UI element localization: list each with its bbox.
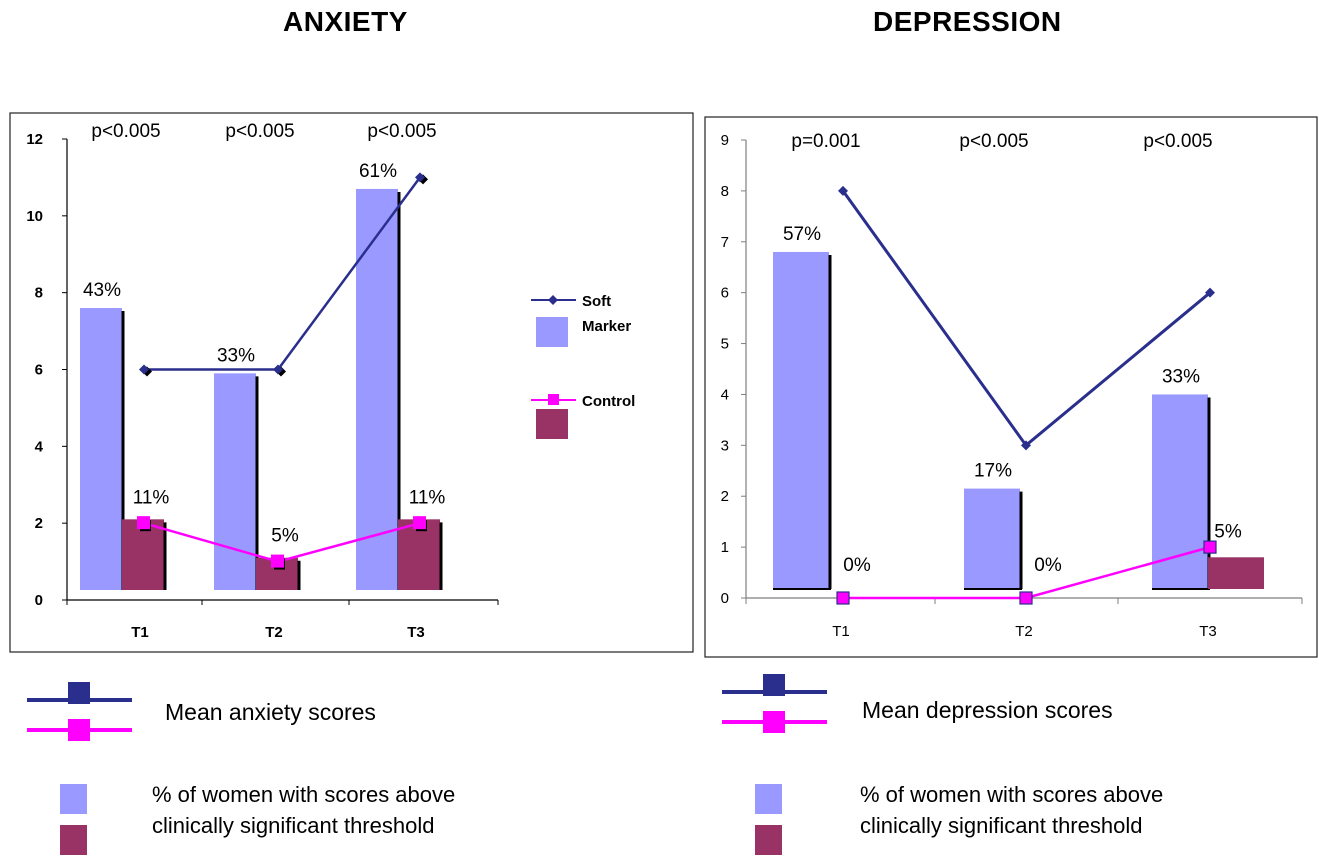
depression-soft-marker-bar-label: 33% xyxy=(1162,366,1200,387)
anxiety-y-tick-label: 2 xyxy=(35,515,43,532)
anxiety-y-tick-label: 4 xyxy=(35,438,44,455)
depression-soft-marker-point xyxy=(1205,287,1215,298)
anxiety-line-legend-label: Mean anxiety scores xyxy=(165,699,376,725)
depression-soft-marker-bar-label: 57% xyxy=(783,224,821,245)
depression-y-tick-label: 0 xyxy=(721,590,729,607)
depression-soft-marker-point xyxy=(838,185,848,196)
anxiety-soft-marker-point xyxy=(273,364,283,375)
depression-soft-marker-bar-label: 17% xyxy=(974,461,1012,482)
depression-y-tick-label: 9 xyxy=(721,132,729,149)
anxiety-p-value: p<0.005 xyxy=(91,121,160,142)
depression-chart-title: DEPRESSION xyxy=(873,6,1062,37)
depression-x-tick-label: T1 xyxy=(832,623,850,640)
anxiety-x-tick-label: T2 xyxy=(265,624,283,641)
depression-p-value: p<0.005 xyxy=(959,131,1028,152)
anxiety-soft-marker-bar-label: 43% xyxy=(83,280,121,301)
depression-y-tick-label: 2 xyxy=(721,488,729,505)
anxiety-p-value: p<0.005 xyxy=(367,121,436,142)
anxiety-soft-marker-bar xyxy=(214,373,256,590)
anxiety-soft-marker-point xyxy=(415,172,425,183)
depression-control-point xyxy=(1203,540,1217,554)
depression-bar-legend-label-line2: clinically significant threshold xyxy=(860,813,1143,838)
anxiety-y-tick-label: 0 xyxy=(35,592,43,609)
depression-soft-marker-bar xyxy=(964,488,1020,589)
anxiety-legend-control-marker xyxy=(548,394,559,405)
anxiety-bar-legend-label-line2: clinically significant threshold xyxy=(152,813,435,838)
depression-y-tick-label: 8 xyxy=(721,183,729,200)
anxiety-control-bar-label: 11% xyxy=(133,487,170,508)
anxiety-p-value: p<0.005 xyxy=(225,121,294,142)
anxiety-x-tick-label: T3 xyxy=(407,624,425,641)
anxiety-chart: 0 2 4 6 8 10 12 T1 T2 T3 p<0.005 p<0.005 p<0.005 43% 1… xyxy=(9,112,694,653)
anxiety-control-point xyxy=(413,516,426,530)
depression-legend-mean-marker-icon xyxy=(763,674,785,696)
depression-p-value: p<0.005 xyxy=(1143,131,1212,152)
anxiety-soft-marker-bar xyxy=(80,308,122,590)
depression-control-point xyxy=(836,591,850,605)
anxiety-control-point xyxy=(271,554,284,568)
anxiety-soft-marker-point xyxy=(139,364,149,375)
anxiety-soft-marker-bar-label: 61% xyxy=(359,161,397,182)
anxiety-y-tick-label: 6 xyxy=(35,362,43,379)
depression-x-tick-label: T2 xyxy=(1015,623,1033,640)
anxiety-legend-soft-marker-label: Soft xyxy=(582,293,611,310)
depression-bar-legend-label-line1: % of women with scores above xyxy=(860,782,1164,807)
depression-control-bar-label: 0% xyxy=(1034,555,1062,576)
anxiety-legend-control-label: Control xyxy=(582,393,635,410)
depression-y-tick-label: 3 xyxy=(721,437,729,454)
depression-y-tick-label: 1 xyxy=(721,539,729,556)
anxiety-legend-soft-marker-swatch xyxy=(60,784,87,814)
anxiety-y-tick-label: 10 xyxy=(26,208,43,225)
depression-legend-control-marker-icon xyxy=(763,711,785,733)
anxiety-legend-control-marker-icon xyxy=(68,719,90,741)
anxiety-legend-soft-marker-swatch xyxy=(536,317,568,347)
bottom-legend-icons xyxy=(27,674,827,855)
depression-control-bar xyxy=(1208,557,1264,589)
anxiety-legend-soft-marker-marker xyxy=(548,295,558,305)
anxiety-legend-mean-marker-icon xyxy=(68,682,90,704)
depression-y-tick-label: 6 xyxy=(721,285,729,302)
anxiety-legend-control-swatch xyxy=(60,825,87,855)
anxiety-y-tick-label: 8 xyxy=(35,285,43,302)
depression-control-bar-label: 5% xyxy=(1214,521,1242,542)
depression-line-legend-label: Mean depression scores xyxy=(862,697,1113,723)
depression-soft-marker-point xyxy=(1021,440,1031,451)
anxiety-legend-control-swatch xyxy=(536,409,568,439)
anxiety-control-bar-label: 5% xyxy=(271,526,299,547)
anxiety-soft-marker-bar-label: 33% xyxy=(217,345,255,366)
depression-y-tick-label: 4 xyxy=(721,386,729,403)
depression-legend-control-swatch xyxy=(755,825,782,855)
depression-chart: 0 1 2 3 4 5 6 7 8 9 T1 T2 T3 p=0.001 p<0.005 p<0.005 57%… xyxy=(704,116,1318,658)
anxiety-x-tick-label: T1 xyxy=(131,624,149,641)
anxiety-y-tick-label: 12 xyxy=(26,131,43,148)
anxiety-control-bar-label: 11% xyxy=(409,487,446,508)
depression-legend-soft-marker-swatch xyxy=(755,784,782,814)
depression-x-tick-label: T3 xyxy=(1199,623,1217,640)
depression-control-point xyxy=(1019,591,1033,605)
anxiety-legend-soft-marker-label: Marker xyxy=(582,318,631,335)
depression-y-tick-label: 5 xyxy=(721,336,729,353)
anxiety-bar-legend-label-line1: % of women with scores above xyxy=(152,782,456,807)
depression-p-value: p=0.001 xyxy=(791,131,860,152)
depression-y-tick-label: 7 xyxy=(721,234,729,251)
anxiety-control-point xyxy=(137,516,150,530)
depression-control-bar-label: 0% xyxy=(843,555,871,576)
depression-soft-marker-bar xyxy=(773,251,829,589)
anxiety-chart-title: ANXIETY xyxy=(283,6,408,37)
